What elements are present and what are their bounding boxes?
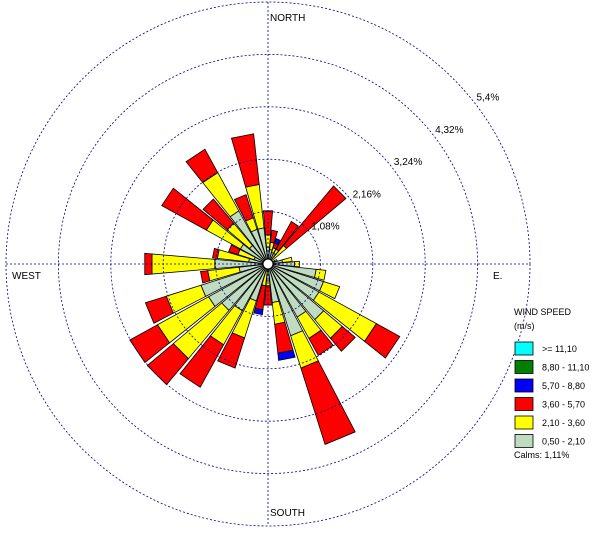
sector-19-bin-2	[179, 335, 225, 388]
ring-label-0: 1,08%	[311, 222, 339, 233]
sector-22-bin-2	[144, 295, 174, 324]
sector-23-bin-2	[200, 270, 211, 284]
sector-7-bin-1	[281, 256, 293, 263]
sector-layer	[129, 133, 401, 445]
ring-3	[57, 53, 479, 475]
sector-27-bin-2	[161, 187, 214, 231]
ring-label-3: 4,32%	[435, 125, 463, 136]
legend-label-0: >= 11,10	[542, 344, 577, 354]
legend-title: WIND SPEED	[514, 307, 572, 317]
legend-swatch-2	[514, 378, 534, 393]
compass-label-south: SOUTH	[270, 508, 305, 519]
sector-31-bin-2	[230, 133, 260, 188]
compass-label-north: NORTH	[270, 13, 305, 24]
sector-13-bin-2	[308, 329, 334, 356]
legend-units: (m/s)	[514, 321, 535, 331]
sector-28-bin-2	[202, 198, 235, 231]
legend-label-2: 5,70 - 8,80	[542, 381, 585, 391]
ring-4	[5, 1, 531, 527]
sector-1-bin-2	[269, 229, 278, 244]
ring-label-1: 2,16%	[353, 189, 381, 200]
sector-14-bin-2	[300, 360, 356, 445]
sector-2-bin-3	[274, 238, 281, 246]
legend-label-1: 8,80 - 11,10	[542, 363, 589, 373]
sector-4-bin-2	[283, 185, 347, 249]
compass-label-east: E.	[493, 271, 502, 282]
grid-layer: 1,08% 2,16% 3,24% 4,32% 5,4%	[5, 1, 531, 527]
sector-24-bin-2	[144, 252, 153, 276]
legend-label-3: 3,60 - 5,70	[542, 400, 585, 410]
legend-swatch-1	[514, 360, 534, 374]
sector-17-bin-3	[253, 307, 264, 316]
sector-26-bin-2	[228, 244, 241, 255]
sector-29-bin-2	[185, 148, 219, 184]
legend-label-5: 0,50 - 2,10	[542, 437, 585, 447]
sector-20-bin-2	[146, 343, 189, 386]
calm-center	[262, 258, 274, 270]
ring-2	[110, 106, 426, 422]
label-layer: NORTH E. SOUTH WEST	[12, 13, 502, 519]
sector-15-bin-3	[277, 349, 296, 361]
ring-label-4: 5,4%	[476, 93, 499, 104]
legend-label-4: 2,10 - 3,60	[542, 418, 585, 428]
sector-3-bin-2	[275, 220, 299, 252]
ring-0	[215, 211, 321, 317]
legend-items: >= 11,10 8,80 - 11,10 5,70 - 8,80 3,60 - 5,…	[514, 341, 589, 448]
ring-1	[162, 158, 374, 370]
sector-30-bin-2	[233, 194, 254, 222]
legend-swatch-4	[514, 415, 534, 430]
sector-11-bin-2	[364, 323, 401, 359]
compass-label-west: WEST	[12, 271, 41, 282]
legend-swatch-5	[514, 434, 534, 448]
sector-9-bin-1	[314, 268, 327, 281]
legend: WIND SPEED (m/s) >= 11,10 8,80 - 11,10 5,7…	[514, 307, 589, 460]
sector-10-bin-1	[319, 281, 341, 300]
legend-swatch-3	[514, 397, 534, 411]
sector-8-bin-1	[294, 260, 300, 268]
legend-calms: Calms: 1,11%	[514, 450, 569, 460]
ring-label-2: 3,24%	[394, 157, 422, 168]
legend-swatch-0	[514, 341, 534, 356]
sector-21-bin-2	[129, 324, 171, 364]
sector-12-bin-2	[329, 325, 356, 352]
